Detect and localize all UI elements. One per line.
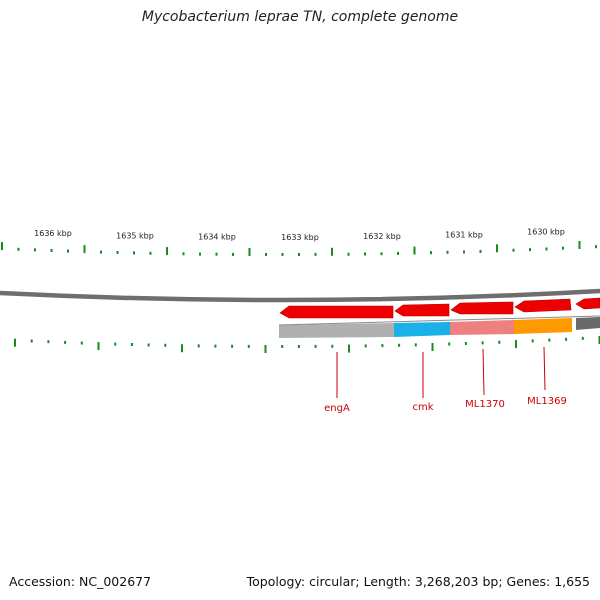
leader-ML1370 [482,348,485,396]
feature-partial[interactable] [576,317,600,330]
gene-leaders [336,346,546,398]
kbp-label: 1630 kbp [527,228,565,237]
genome-summary-text: Topology: circular; Length: 3,268,203 bp… [246,574,590,589]
gene-labels: engA cmk ML1370 ML1369 [324,396,567,414]
kbp-label: 1632 kbp [363,232,401,241]
gene-arrow-cmk[interactable] [394,303,450,317]
gene-label-cmk[interactable]: cmk [412,402,433,413]
gene-arrow-ML1370[interactable] [450,301,514,315]
feature-ML1369[interactable] [514,318,572,334]
kbp-label: 1633 kbp [281,233,319,242]
gene-label-ML1370[interactable]: ML1370 [465,399,505,410]
inner-ruler [14,336,600,353]
feature-bar [278,315,600,338]
map-title: Mycobacterium leprae TN, complete genome [141,9,459,25]
gene-arrow-engA[interactable] [279,305,394,319]
kbp-label: 1634 kbp [198,233,236,242]
accession-text: Accession: NC_002677 [9,574,152,589]
genome-backbone [0,288,600,303]
gene-label-engA[interactable]: engA [324,403,350,414]
leader-ML1369 [543,346,546,391]
feature-cmk[interactable] [394,322,450,337]
gene-label-ML1369[interactable]: ML1369 [527,396,567,407]
kbp-label: 1635 kbp [116,231,154,240]
feature-ML1370[interactable] [450,320,514,335]
kbp-labels: 1636 kbp 1635 kbp 1634 kbp 1633 kbp 1632 kbp… [34,228,565,243]
gene-arrow-ML1369[interactable] [514,298,572,313]
gene-arrow-partial[interactable] [575,297,600,310]
gene-arrows [279,297,600,319]
kbp-label: 1631 kbp [445,230,483,239]
kbp-label: 1636 kbp [34,229,72,238]
feature-bar-edge [278,315,600,326]
feature-engA[interactable] [279,323,394,338]
outer-ruler [1,241,597,256]
